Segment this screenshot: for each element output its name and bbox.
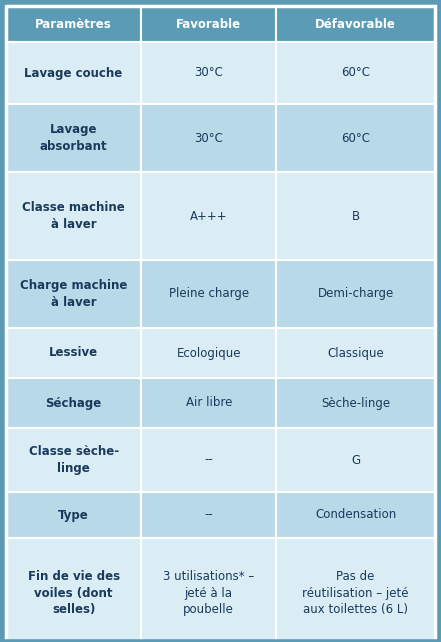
Text: Lavage couche: Lavage couche (24, 67, 123, 80)
Bar (276, 328, 435, 378)
Text: 60°C: 60°C (341, 67, 370, 80)
Text: 30°C: 30°C (194, 132, 223, 144)
Bar (276, 378, 435, 428)
Text: Condensation: Condensation (315, 508, 396, 521)
Text: Défavorable: Défavorable (315, 17, 396, 31)
Bar (141, 172, 276, 260)
Bar (276, 6, 435, 42)
Bar (6, 428, 141, 492)
Bar (141, 378, 276, 428)
Bar (276, 42, 435, 104)
Text: 60°C: 60°C (341, 132, 370, 144)
Text: Charge machine
à laver: Charge machine à laver (20, 279, 127, 309)
Bar (141, 260, 276, 328)
Bar (141, 42, 276, 104)
Text: Favorable: Favorable (176, 17, 241, 31)
Bar (6, 104, 141, 172)
Bar (141, 428, 276, 492)
Text: Air libre: Air libre (186, 397, 232, 410)
Text: Classe machine
à laver: Classe machine à laver (22, 201, 125, 231)
Text: Paramètres: Paramètres (35, 17, 112, 31)
Bar (6, 378, 141, 428)
Bar (6, 328, 141, 378)
Text: 30°C: 30°C (194, 67, 223, 80)
Bar (6, 260, 141, 328)
Bar (141, 104, 276, 172)
Bar (141, 492, 276, 538)
Bar (276, 492, 435, 538)
Bar (276, 260, 435, 328)
Bar (276, 104, 435, 172)
Text: A+++: A+++ (190, 209, 228, 223)
Text: --: -- (204, 453, 213, 467)
Text: Classe sèche-
linge: Classe sèche- linge (29, 445, 119, 475)
Text: G: G (351, 453, 360, 467)
Bar (141, 6, 276, 42)
Text: Lavage
absorbant: Lavage absorbant (40, 123, 107, 153)
Text: Ecologique: Ecologique (176, 347, 241, 360)
Text: Demi-charge: Demi-charge (318, 288, 394, 300)
Bar (6, 172, 141, 260)
Bar (6, 492, 141, 538)
Text: Fin de vie des
voiles (dont
selles): Fin de vie des voiles (dont selles) (27, 569, 120, 616)
Bar (141, 328, 276, 378)
Bar (141, 538, 276, 642)
Text: 3 utilisations* –
jeté à la
poubelle: 3 utilisations* – jeté à la poubelle (163, 569, 254, 616)
Text: Lessive: Lessive (49, 347, 98, 360)
Bar (276, 428, 435, 492)
Bar (6, 42, 141, 104)
Text: --: -- (204, 508, 213, 521)
Bar (6, 538, 141, 642)
Bar (276, 538, 435, 642)
Bar (276, 172, 435, 260)
Text: Type: Type (58, 508, 89, 521)
Text: Sèche-linge: Sèche-linge (321, 397, 390, 410)
Text: Séchage: Séchage (45, 397, 102, 410)
Text: B: B (351, 209, 360, 223)
Bar (6, 6, 141, 42)
Text: Classique: Classique (327, 347, 384, 360)
Text: Pas de
réutilisation – jeté
aux toilettes (6 L): Pas de réutilisation – jeté aux toilette… (303, 569, 409, 616)
Text: Pleine charge: Pleine charge (168, 288, 249, 300)
